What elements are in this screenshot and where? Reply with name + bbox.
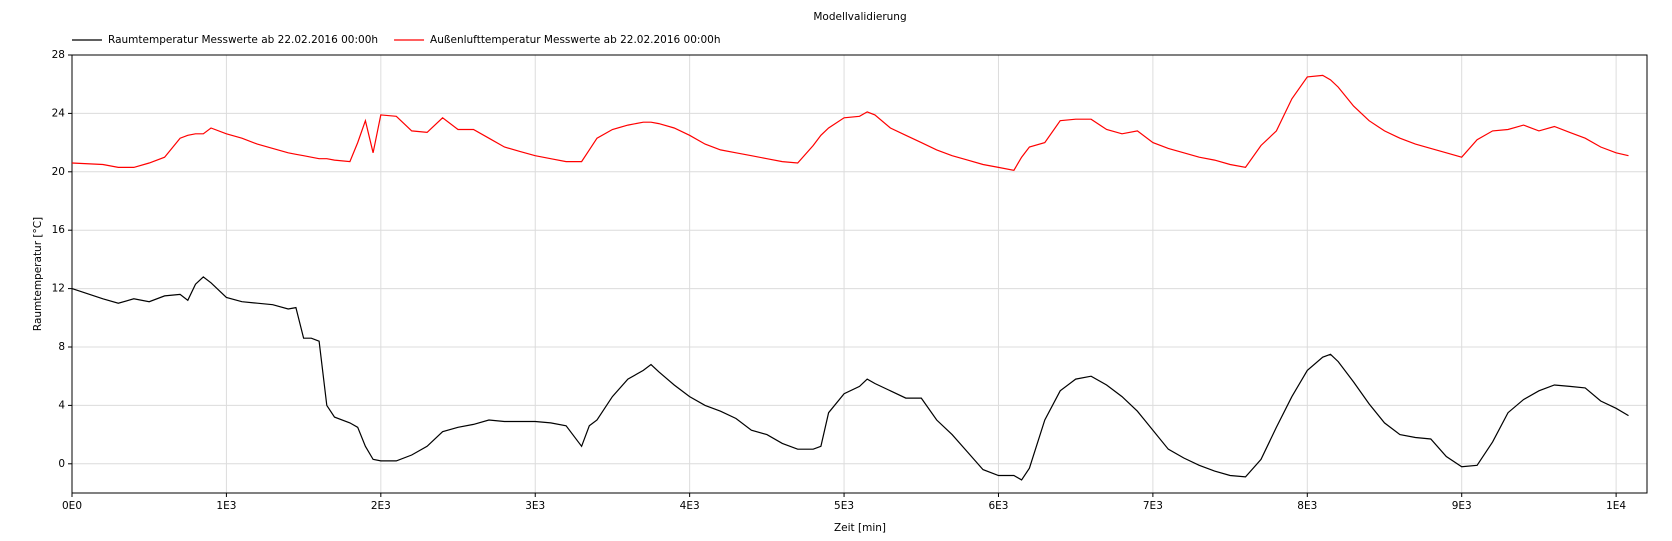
x-tick-label: 3E3 bbox=[525, 500, 545, 512]
y-tick-label: 28 bbox=[52, 49, 65, 61]
chart-title: Modellvalidierung bbox=[813, 11, 906, 23]
x-tick-label: 6E3 bbox=[988, 500, 1008, 512]
y-tick-label: 20 bbox=[52, 166, 65, 178]
x-tick-label: 5E3 bbox=[834, 500, 854, 512]
y-tick-label: 0 bbox=[58, 458, 65, 470]
data-line bbox=[71, 74, 1629, 171]
y-tick-label: 4 bbox=[58, 399, 65, 411]
data-line bbox=[71, 276, 1629, 481]
x-tick-label: 2E3 bbox=[371, 500, 391, 512]
y-tick-label: 24 bbox=[52, 107, 66, 119]
x-tick-label: 1E3 bbox=[216, 500, 236, 512]
x-tick-label: 8E3 bbox=[1297, 500, 1317, 512]
x-tick-label: 7E3 bbox=[1143, 500, 1163, 512]
x-tick-label: 9E3 bbox=[1452, 500, 1472, 512]
x-axis-label: Zeit [min] bbox=[834, 522, 886, 534]
y-tick-label: 16 bbox=[52, 224, 66, 236]
x-tick-label: 1E4 bbox=[1606, 500, 1626, 512]
y-axis-label: Raumtemperatur [°C] bbox=[32, 217, 44, 331]
y-tick-label: 12 bbox=[52, 283, 65, 295]
legend-label: Raumtemperatur Messwerte ab 22.02.2016 0… bbox=[108, 34, 378, 46]
x-tick-label: 4E3 bbox=[680, 500, 700, 512]
y-tick-label: 8 bbox=[58, 341, 65, 353]
legend-label: Außenlufttemperatur Messwerte ab 22.02.2… bbox=[430, 34, 720, 46]
plot-frame bbox=[71, 54, 1648, 494]
x-tick-label: 0E0 bbox=[62, 500, 82, 512]
